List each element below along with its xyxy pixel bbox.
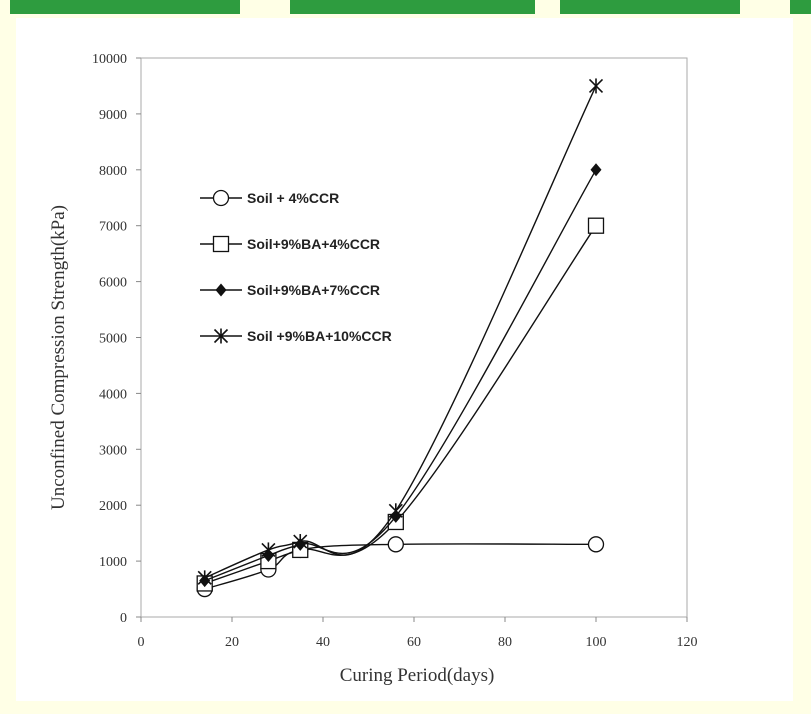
legend-label: Soil +9%BA+10%CCR: [247, 328, 392, 344]
data-point: [588, 78, 604, 94]
y-axis-title: Unconfined Compression Strength(kPa): [48, 205, 69, 510]
legend-label: Soil + 4%CCR: [247, 190, 339, 206]
legend-marker: [213, 328, 229, 344]
series-2: [196, 217, 605, 592]
header-strip-middle: [290, 0, 535, 14]
x-tick-label: 40: [316, 635, 330, 650]
series-layer: [196, 78, 605, 598]
legend-marker: [212, 189, 230, 207]
y-tick-label: 5000: [99, 332, 127, 347]
y-tick-label: 2000: [99, 499, 127, 514]
header-strip-edge: [790, 0, 811, 14]
x-tick-label: 120: [677, 635, 698, 650]
data-point: [197, 570, 212, 586]
data-point: [587, 536, 605, 553]
x-tick-label: 80: [498, 635, 512, 650]
x-axis-title: Curing Period(days): [340, 665, 495, 686]
legend-item: Soil+9%BA+7%CCR: [200, 282, 380, 298]
y-axis: 0 1000 2000 3000 4000 5000 6000 7000 8000 9000 100…: [92, 52, 141, 626]
y-tick-label: 9000: [99, 108, 127, 123]
legend-item: Soil+9%BA+4%CCR: [200, 235, 380, 253]
x-tick-label: 60: [407, 635, 421, 650]
legend-marker: [212, 235, 230, 253]
x-axis: 0 20 40 60 80 100 120: [138, 617, 698, 650]
header-strip-right: [560, 0, 740, 14]
data-point: [261, 542, 276, 558]
series-4: [197, 78, 604, 586]
y-tick-label: 4000: [99, 387, 127, 402]
y-tick-label: 3000: [99, 443, 127, 458]
series-1: [196, 536, 605, 598]
chart-frame: [16, 18, 793, 701]
x-tick-label: 20: [225, 635, 239, 650]
data-point: [387, 536, 404, 553]
data-point: [388, 503, 403, 519]
header-strip-left: [10, 0, 240, 14]
y-tick-label: 0: [120, 611, 127, 626]
legend-label: Soil+9%BA+7%CCR: [247, 282, 380, 298]
y-tick-label: 6000: [99, 276, 127, 291]
legend-item: Soil +9%BA+10%CCR: [200, 328, 392, 344]
y-tick-label: 1000: [99, 555, 127, 570]
legend-label: Soil+9%BA+4%CCR: [247, 236, 380, 252]
legend-item: Soil + 4%CCR: [200, 189, 339, 207]
y-tick-label: 7000: [99, 220, 127, 235]
data-point: [587, 217, 605, 234]
data-point: [590, 163, 602, 177]
legend-marker: [215, 283, 227, 297]
legend: Soil + 4%CCR Soil+9%BA+4%CCR Soil+9%BA+7%C…: [200, 189, 392, 344]
y-tick-label: 8000: [99, 164, 127, 179]
x-tick-label: 100: [586, 635, 607, 650]
x-tick-label: 0: [138, 635, 145, 650]
y-tick-label: 10000: [92, 52, 127, 67]
data-point: [293, 534, 308, 550]
